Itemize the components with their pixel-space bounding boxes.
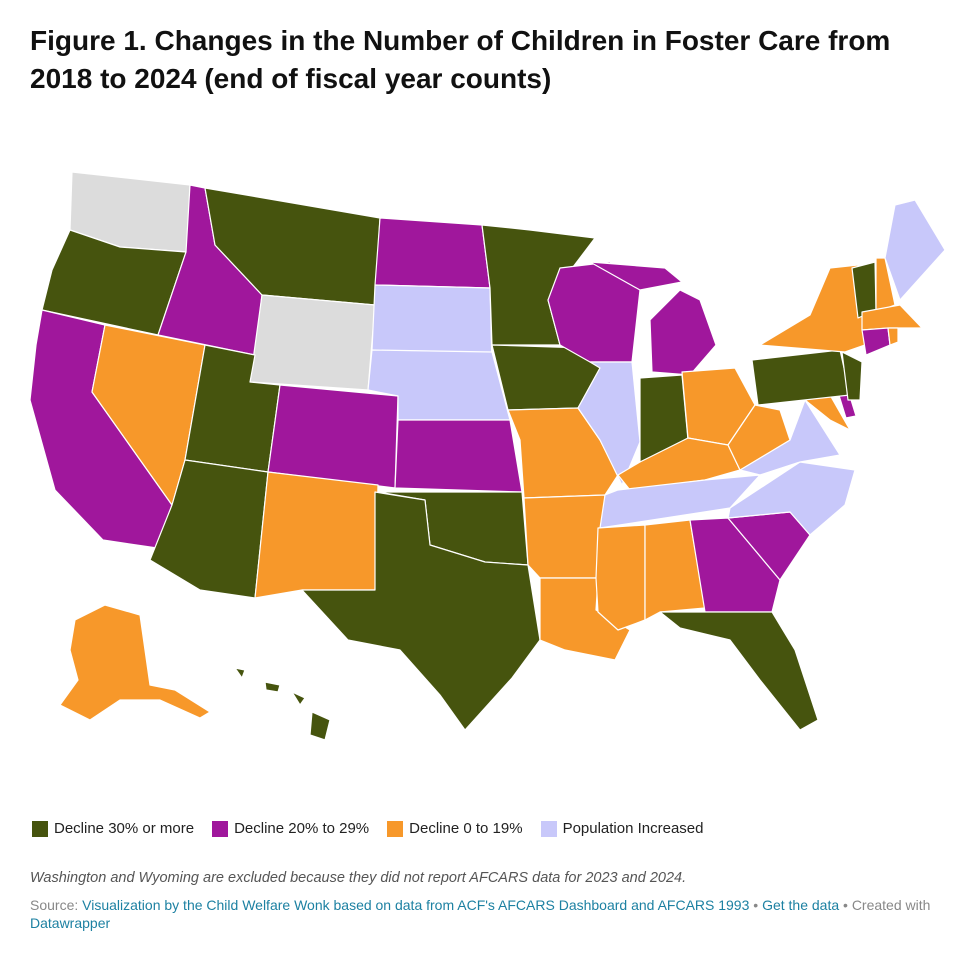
- state-wisconsin[interactable]: [547, 261, 641, 363]
- source-line: Source: Visualization by the Child Welfa…: [30, 896, 940, 932]
- state-north-carolina[interactable]: [727, 461, 856, 536]
- get-data-link[interactable]: Get the data: [762, 897, 840, 913]
- state-florida[interactable]: [659, 611, 819, 731]
- legend-label: Decline 0 to 19%: [409, 820, 523, 837]
- state-kentucky[interactable]: [617, 437, 741, 491]
- state-wyoming[interactable]: [249, 294, 376, 391]
- legend-item: Decline 0 to 19%: [387, 820, 523, 837]
- source-link[interactable]: Visualization by the Child Welfare Wonk …: [82, 897, 750, 913]
- state-north-dakota[interactable]: [374, 217, 491, 289]
- state-massachusetts[interactable]: [861, 304, 923, 331]
- legend-label: Decline 30% or more: [54, 820, 195, 837]
- state-connecticut[interactable]: [861, 327, 891, 356]
- source-prefix: Source:: [30, 897, 79, 913]
- legend-item: Decline 20% to 29%: [212, 820, 369, 837]
- footnote: Washington and Wyoming are excluded beca…: [30, 870, 687, 886]
- legend-label: Population Increased: [562, 820, 704, 837]
- separator: •: [753, 897, 759, 913]
- state-rhode-island[interactable]: [887, 327, 899, 346]
- chart-title: Figure 1. Changes in the Number of Child…: [30, 25, 891, 94]
- legend-item: Decline 30% or more: [32, 820, 194, 837]
- created-with-text: • Created with: [843, 897, 931, 913]
- state-illinois[interactable]: [577, 361, 641, 486]
- state-new-york[interactable]: [759, 264, 866, 353]
- state-west-virginia[interactable]: [727, 404, 791, 471]
- state-texas[interactable]: [301, 491, 541, 731]
- legend-label: Decline 20% to 29%: [234, 820, 370, 837]
- legend-swatch-decline-0-19: [387, 820, 404, 837]
- datawrapper-link[interactable]: Datawrapper: [30, 915, 111, 931]
- legend-swatch-decline-30-plus: [32, 820, 48, 837]
- us-states-map: [29, 171, 946, 741]
- state-maine[interactable]: [884, 199, 946, 301]
- legend-item: Population Increased: [540, 820, 704, 837]
- state-colorado[interactable]: [267, 384, 399, 489]
- legend-swatch-increased: [540, 820, 557, 837]
- state-arkansas[interactable]: [523, 494, 606, 579]
- state-alaska[interactable]: [59, 604, 211, 721]
- state-new-mexico[interactable]: [254, 471, 379, 599]
- state-hawaii[interactable]: [234, 667, 331, 741]
- state-new-hampshire[interactable]: [875, 257, 896, 313]
- legend-swatch-decline-20-29: [212, 820, 229, 837]
- legend: Decline 30% or more Decline 20% to 29% D…: [32, 820, 704, 837]
- state-mississippi[interactable]: [595, 524, 646, 631]
- state-michigan[interactable]: [589, 261, 717, 376]
- state-pennsylvania[interactable]: [751, 349, 851, 406]
- state-new-jersey[interactable]: [841, 351, 863, 401]
- state-georgia[interactable]: [689, 517, 781, 613]
- state-alabama[interactable]: [644, 519, 706, 621]
- state-kansas[interactable]: [394, 419, 523, 493]
